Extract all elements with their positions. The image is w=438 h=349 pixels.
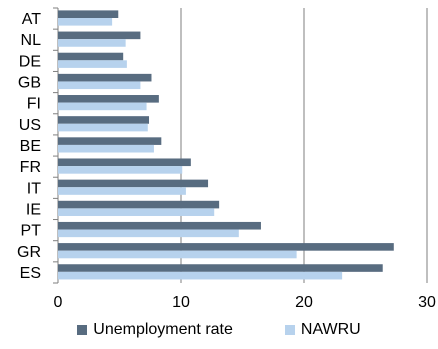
category-label: ES (20, 265, 41, 282)
category-label: FR (20, 159, 41, 176)
category-label: GB (18, 75, 41, 92)
category-label: BE (20, 138, 41, 155)
bar-nawru-AT (58, 18, 113, 26)
x-tick-labels: 0 10 20 30 (54, 294, 436, 311)
category-label: NL (21, 32, 42, 49)
bar-unemployment-ES (58, 264, 383, 272)
bar-unemployment-AT (58, 10, 119, 18)
legend: Unemployment rate NAWRU (0, 318, 438, 342)
bar-nawru-BE (58, 144, 154, 153)
category-label: IT (27, 180, 41, 197)
bars (58, 10, 394, 280)
legend-item-unemployment: Unemployment rate (77, 321, 233, 339)
bar-nawru-DE (58, 60, 127, 68)
bar-unemployment-US (58, 116, 150, 124)
bar-unemployment-GR (58, 243, 394, 251)
category-label: IE (26, 201, 41, 218)
bar-unemployment-PT (58, 221, 261, 230)
x-tick-label: 10 (172, 294, 190, 311)
bar-nawru-IE (58, 208, 215, 216)
bar-unemployment-NL (58, 31, 141, 40)
legend-item-nawru: NAWRU (284, 321, 361, 339)
x-tick-label: 20 (295, 294, 313, 311)
legend-swatch-unemployment (77, 325, 88, 335)
bar-nawru-ES (58, 271, 343, 280)
bar-nawru-IT (58, 187, 186, 195)
category-label: FI (27, 96, 41, 113)
x-tick-label: 0 (54, 294, 63, 311)
bar-unemployment-IE (58, 200, 220, 209)
bar-unemployment-GB (58, 73, 152, 82)
bar-unemployment-FI (58, 95, 159, 103)
legend-label-unemployment: Unemployment rate (93, 321, 233, 338)
bar-nawru-FI (58, 102, 147, 111)
legend-label-nawru: NAWRU (300, 321, 361, 338)
bar-unemployment-BE (58, 137, 162, 145)
category-label: AT (22, 11, 41, 28)
legend-swatch-nawru (284, 325, 295, 335)
bar-unemployment-IT (58, 179, 209, 188)
bar-unemployment-FR (58, 158, 191, 167)
category-label: DE (19, 53, 41, 70)
category-label: US (19, 117, 41, 134)
x-tick-label: 30 (418, 294, 436, 311)
bar-nawru-GR (58, 250, 297, 259)
category-label: GR (17, 244, 41, 261)
bar-nawru-PT (58, 229, 239, 238)
bar-nawru-FR (58, 166, 183, 174)
bar-nawru-NL (58, 39, 126, 47)
bar-nawru-GB (58, 81, 141, 90)
category-label: PT (21, 223, 42, 240)
category-labels: AT NL DE GB FI US BE FR IT IE PT GR ES (17, 11, 41, 282)
bar-nawru-US (58, 123, 148, 132)
bar-unemployment-DE (58, 52, 124, 61)
